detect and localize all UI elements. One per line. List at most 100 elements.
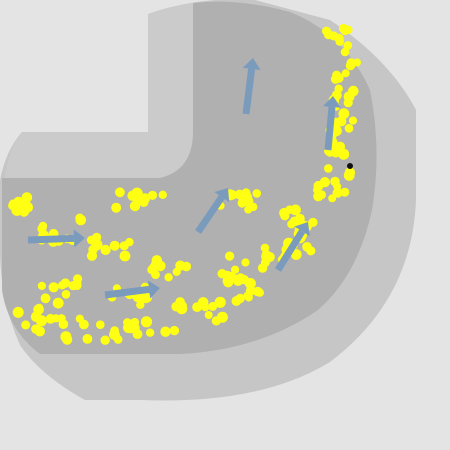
particle: [75, 214, 87, 226]
particle: [260, 243, 270, 253]
particle: [132, 329, 143, 339]
particle: [313, 180, 324, 191]
particle: [340, 47, 350, 57]
particle: [243, 291, 252, 300]
particle: [125, 237, 134, 247]
particle: [175, 260, 186, 271]
particle: [35, 303, 44, 313]
agent-dot-icon[interactable]: [347, 163, 353, 169]
inner-step-wall: [5, 3, 193, 178]
particle: [79, 319, 89, 330]
particle: [158, 190, 167, 199]
particle: [348, 85, 359, 97]
particle: [48, 282, 59, 293]
particle: [88, 245, 98, 255]
particle: [231, 265, 240, 274]
particle: [338, 108, 350, 119]
particle: [31, 324, 41, 334]
particle: [123, 318, 132, 327]
particle: [40, 293, 51, 304]
particle: [204, 311, 213, 319]
particle: [140, 292, 151, 304]
flow-arrow-icon: [242, 58, 261, 115]
flow-arrow-icon: [27, 229, 85, 248]
particle: [225, 251, 235, 261]
particle: [8, 199, 18, 208]
particle: [340, 187, 350, 197]
particle: [30, 311, 42, 323]
particle: [109, 240, 120, 251]
particle: [208, 301, 218, 311]
particle: [344, 25, 353, 34]
particle: [324, 164, 333, 173]
particle: [68, 281, 78, 291]
particle: [333, 182, 342, 191]
particle: [21, 192, 33, 203]
particle: [51, 314, 61, 323]
particle: [252, 189, 262, 198]
particle: [252, 286, 263, 297]
particle: [335, 148, 344, 157]
particle: [211, 316, 221, 326]
particle: [115, 187, 125, 198]
particle: [217, 269, 227, 279]
particle: [119, 250, 131, 262]
particle: [346, 58, 356, 68]
scene-meta: [0, 0, 1, 1]
particle: [151, 270, 160, 279]
particle: [344, 167, 356, 178]
particle: [151, 255, 162, 266]
particle: [348, 116, 358, 125]
particle: [279, 207, 290, 218]
particle: [96, 320, 105, 330]
particle: [12, 306, 24, 318]
particle: [110, 326, 119, 336]
particle: [233, 274, 244, 285]
particle: [100, 244, 111, 255]
particle: [60, 331, 72, 343]
particle: [343, 98, 353, 108]
particle: [139, 197, 149, 207]
particle: [160, 326, 171, 337]
particle: [343, 41, 353, 50]
particle: [21, 320, 31, 330]
particle: [332, 70, 341, 80]
particle: [111, 202, 122, 213]
flow-arrow-icon: [275, 222, 310, 272]
particle: [235, 293, 245, 304]
particle-layer: [8, 23, 361, 345]
particle: [197, 297, 209, 308]
particle: [73, 274, 83, 284]
particle: [58, 319, 69, 330]
particle: [241, 258, 250, 267]
flow-arrow-icon: [195, 188, 230, 234]
particle: [334, 33, 344, 43]
particle: [18, 206, 30, 217]
particle: [136, 300, 145, 309]
particle: [140, 316, 153, 328]
particle: [52, 297, 64, 309]
flow-arrow-icon: [323, 96, 341, 151]
particle: [60, 278, 71, 288]
particle: [214, 296, 226, 308]
particle: [332, 188, 342, 198]
particle: [164, 273, 173, 282]
particle: [244, 205, 253, 214]
particle: [37, 224, 47, 234]
particle: [322, 26, 331, 36]
particle: [169, 325, 180, 336]
particle: [113, 335, 123, 344]
particle: [261, 250, 271, 260]
particle: [344, 123, 354, 133]
particle: [147, 190, 158, 200]
flow-arrow-layer: [27, 58, 341, 299]
particle: [328, 194, 337, 203]
particle: [145, 328, 155, 337]
flow-arrow-icon: [104, 280, 160, 299]
particle: [242, 195, 254, 207]
particle: [306, 246, 316, 256]
particle: [222, 276, 231, 286]
particle: [177, 301, 187, 311]
particle: [82, 334, 93, 344]
